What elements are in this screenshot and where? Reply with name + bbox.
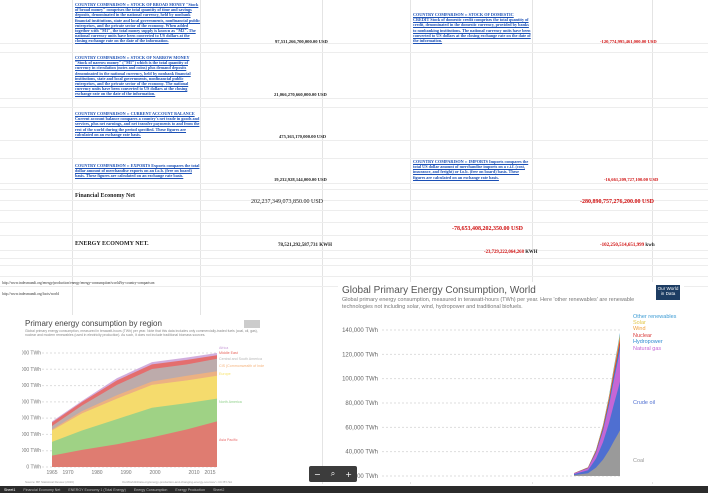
energy-net-value: -23,729,222,064,268 KWH bbox=[484, 250, 537, 255]
zoom-out-button[interactable]: − bbox=[314, 469, 321, 479]
exports-link[interactable]: COUNTRY COMPARISON :: EXPORTS Exports co… bbox=[75, 163, 200, 179]
left-chart-y-tick: 120,000 TWh bbox=[22, 367, 41, 373]
exports-value: 19,232,928,144,000.00 USD bbox=[274, 177, 327, 182]
domestic-credit-link[interactable]: COUNTRY COMPARISON :: STOCK OF DOMESTIC … bbox=[413, 12, 531, 44]
right-chart-legend-item: Other renewables bbox=[633, 314, 677, 320]
left-chart-x-tick: 1965 bbox=[46, 470, 57, 476]
narrow-money-link[interactable]: COUNTRY COMPARISON :: STOCK OF NARROW MO… bbox=[75, 55, 191, 97]
financial-economy-label: Financial Economy Net bbox=[75, 193, 135, 199]
left-chart-y-tick: 0 TWh bbox=[26, 465, 41, 471]
left-chart-legend-item: Asia Pacific bbox=[219, 438, 238, 442]
left-chart-legend-item: Europe bbox=[219, 372, 231, 376]
left-chart-x-tick: 2010 bbox=[188, 470, 199, 476]
zoom-search-icon[interactable]: ⌕ bbox=[330, 469, 336, 478]
left-chart-plot: 140,000 TWh 120,000 TWh 100,000 TWh 80,000 … bbox=[22, 346, 264, 476]
left-chart-y-tick: 60,000 TWh bbox=[22, 416, 41, 422]
financial-net-value: -78,653,408,202,350.00 USD bbox=[452, 226, 524, 232]
sheet-tab[interactable]: Sheet2 bbox=[212, 487, 225, 492]
energy-left-value: 78,521,292,587,731 KWH bbox=[278, 243, 332, 248]
energy-right-unit: kwh bbox=[645, 243, 655, 248]
energy-net-unit: KWH bbox=[525, 250, 538, 255]
right-chart-legend-item: Solar bbox=[633, 320, 646, 326]
right-chart-plot: 140,000 TWh 120,000 TWh 100,000 TWh 80,000 … bbox=[342, 314, 677, 480]
zoom-in-button[interactable]: + bbox=[345, 469, 352, 479]
current-account-link[interactable]: COUNTRY COMPARISON :: CURRENT ACCOUNT BA… bbox=[75, 111, 200, 137]
left-chart-x-tick: 2000 bbox=[149, 470, 160, 476]
imports-value: -16,661,209,727,100.00 USD bbox=[604, 177, 659, 182]
sheet-tab[interactable]: Energy Consumption bbox=[133, 487, 168, 492]
owid-logo-line1: Our World bbox=[657, 286, 679, 291]
global-energy-chart[interactable]: Global Primary Energy Consumption, World… bbox=[338, 282, 684, 482]
right-chart-title: Global Primary Energy Consumption, World bbox=[342, 285, 536, 296]
left-chart-legend-item: CIS (Commonwealth of Independent States) bbox=[219, 364, 264, 368]
energy-left-number: 78,521,292,587,731 bbox=[278, 243, 318, 248]
left-chart-y-tick: 140,000 TWh bbox=[22, 351, 41, 357]
sheet-tab-bar: Sheet1 Financial Economy Net ENERGY Econom… bbox=[0, 486, 708, 493]
left-chart-y-tick: 80,000 TWh bbox=[22, 399, 41, 405]
sheet-tab[interactable]: Energy Production bbox=[175, 487, 205, 492]
left-chart-legend-item: Central and South America bbox=[219, 357, 262, 361]
energy-economy-label: ENERGY ECONOMY NET. bbox=[75, 241, 149, 247]
source-url-2[interactable]: http://www.indexmundi.org/facts/world bbox=[2, 292, 59, 296]
left-chart-note: OurWorldInData.org/energy-production-and… bbox=[122, 480, 233, 484]
owid-logo[interactable]: Our World in Data bbox=[656, 285, 680, 300]
right-chart-legend-item: Coal bbox=[633, 458, 644, 464]
left-chart-y-tick: 100,000 TWh bbox=[22, 383, 41, 389]
left-chart-source: Source: BP Statistical Review (2016) bbox=[25, 480, 74, 484]
left-chart-y-tick: 20,000 TWh bbox=[22, 448, 41, 454]
left-chart-x-tick: 1980 bbox=[91, 470, 102, 476]
narrow-money-value: 21,066,270,660,000.00 USD bbox=[274, 92, 327, 97]
left-chart-subtitle: Global primary energy consumption, measu… bbox=[25, 329, 258, 338]
imports-link[interactable]: COUNTRY COMPARISON :: IMPORTS Imports co… bbox=[413, 159, 529, 180]
sheet-tab[interactable]: Sheet1 bbox=[4, 487, 16, 492]
right-chart-y-tick: 80,000 TWh bbox=[345, 401, 378, 407]
energy-right-number: -102,250,514,651,999 bbox=[600, 243, 645, 248]
sheet-tab[interactable]: Financial Economy Net bbox=[23, 487, 61, 492]
owid-logo-line2: in Data bbox=[660, 291, 676, 296]
left-chart-title: Primary energy consumption by region bbox=[25, 319, 162, 328]
broad-money-value: 97,531,266,700,000.00 USD bbox=[275, 39, 328, 44]
right-chart-legend-item: Natural gas bbox=[633, 346, 661, 352]
sheet-tab[interactable]: ENERGY Economy 1 (Total Energy) bbox=[68, 487, 126, 492]
energy-net-number: -23,729,222,064,268 bbox=[484, 250, 524, 255]
left-chart-legend-item: Africa bbox=[219, 346, 228, 350]
right-chart-legend-item: Nuclear bbox=[633, 333, 652, 339]
zoom-controls: − ⌕ + bbox=[309, 466, 357, 482]
right-chart-legend-item: Hydropower bbox=[633, 339, 663, 345]
broad-money-link[interactable]: COUNTRY COMPARISON :: STOCK OF BROAD MON… bbox=[75, 2, 201, 44]
left-chart-badge bbox=[244, 320, 260, 328]
right-chart-y-tick: 20,000 TWh bbox=[345, 474, 378, 480]
right-chart-y-tick: 140,000 TWh bbox=[342, 328, 378, 334]
energy-left-unit: KWH bbox=[319, 243, 333, 248]
left-chart-y-tick: 40,000 TWh bbox=[22, 432, 41, 438]
right-chart-legend-item: Crude oil bbox=[633, 400, 655, 406]
financial-left-value: 202,237,349,073,850.00 USD bbox=[251, 199, 324, 205]
left-chart-x-tick: 1990 bbox=[120, 470, 131, 476]
energy-right-value: -102,250,514,651,999 kwh bbox=[600, 243, 655, 248]
right-chart-y-tick: 60,000 TWh bbox=[345, 425, 378, 431]
left-chart-legend-item: North America bbox=[219, 400, 242, 404]
financial-right-value: -280,890,757,276,200.00 USD bbox=[580, 199, 655, 205]
right-chart-subtitle: Global primary energy consumption, measu… bbox=[342, 297, 635, 310]
right-chart-y-tick: 120,000 TWh bbox=[342, 352, 378, 358]
current-account-value: 475,363,170,000.00 USD bbox=[279, 134, 327, 139]
left-chart-area-6 bbox=[52, 421, 217, 467]
left-chart-x-tick: 2015 bbox=[204, 470, 215, 476]
source-url-1[interactable]: http://www.indexmundi.org/energy/product… bbox=[2, 281, 155, 285]
right-chart-y-tick: 40,000 TWh bbox=[345, 450, 378, 456]
left-chart-legend-item: Middle East bbox=[219, 351, 238, 355]
right-chart-legend-item: Wind bbox=[633, 326, 646, 332]
right-chart-y-tick: 100,000 TWh bbox=[342, 377, 378, 383]
left-chart-x-tick: 1970 bbox=[62, 470, 73, 476]
domestic-credit-value: -120,774,995,461,000.00 USD bbox=[600, 39, 657, 44]
right-chart-area-7 bbox=[574, 430, 620, 476]
regional-energy-chart[interactable]: Primary energy consumption by region Glo… bbox=[22, 315, 264, 485]
